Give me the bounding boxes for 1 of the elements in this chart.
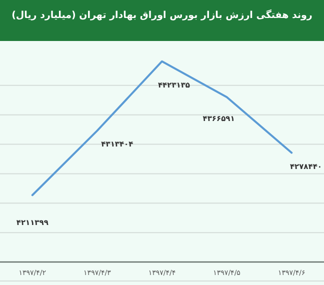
chart-title: روند هفتگی ارزش بازار بورس اوراق بهادار تهران (میلیارد ریال): [12, 9, 312, 21]
